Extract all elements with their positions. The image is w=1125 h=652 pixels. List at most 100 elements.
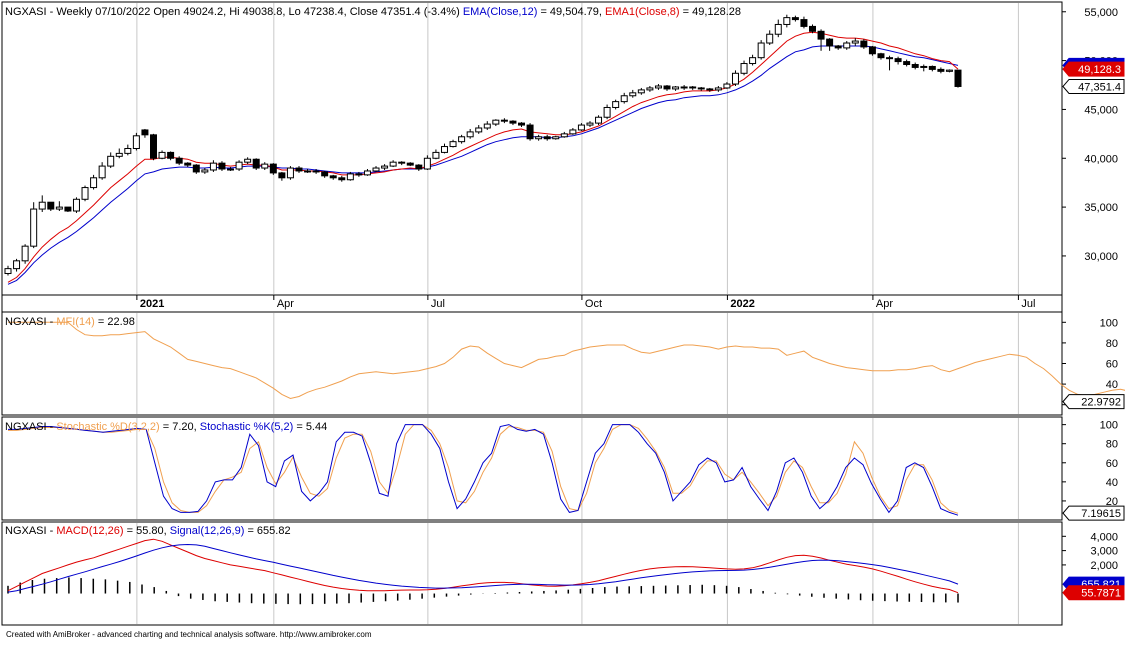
price-title-part-2: = 49,504.79, [537,6,605,18]
candle-98 [843,41,851,50]
candle-10 [90,174,98,190]
candle-58 [500,118,508,124]
candle-86 [740,60,748,76]
mfi-line [8,321,1125,400]
mfi-value-label-text-0: 22.9792 [1081,397,1121,409]
macd-y-tick-label-1: 3,000 [1090,546,1118,558]
ema8-line [7,31,959,283]
candle-12 [107,152,115,169]
candle-47 [406,162,414,167]
candle-78 [672,85,680,91]
candle-53 [458,134,466,144]
candle-111 [954,69,962,88]
candle-9 [81,185,89,202]
candle-28 [244,157,252,165]
candle-81 [697,86,705,91]
candle-60 [518,122,526,128]
candle-80 [689,85,697,90]
macd-value-label-text-1: 55.7871 [1081,588,1121,600]
mfi-title: NGXASI - MFI(14) = 22.98 [5,316,135,328]
candle-39 [338,175,346,182]
price-value-label-text-1: 49,128.3 [1078,64,1121,76]
candle-1 [13,258,21,272]
candle-79 [680,85,688,90]
candle-37 [321,170,329,178]
candle-38 [329,174,337,180]
candle-3 [30,202,38,249]
candle-87 [749,54,757,66]
candle-84 [723,82,731,89]
candle-69 [595,115,603,126]
candle-5 [47,201,55,212]
mfi-y-tick-label-2: 60 [1106,359,1118,371]
candle-8 [72,197,80,213]
price-title-part-0: NGXASI - Weekly 07/10/2022 Open 49024.2,… [5,6,463,18]
stoch-title-part-0: NGXASI - [5,421,56,433]
price-value-label-text-2: 47,351.4 [1078,81,1121,93]
macd-title-part-1: MACD(12,26) [56,525,123,537]
price-title-part-1: EMA(Close,12) [463,6,538,18]
price-y-tick-label-1: 35,000 [1084,202,1118,214]
mfi-title-part-1: MFI(14) [56,316,95,328]
candle-43 [372,166,380,172]
x-tick-label-2: Jul [431,298,445,310]
candle-70 [603,104,611,120]
stoch-value-label-text-0: 7.19615 [1081,508,1121,520]
candle-83 [714,85,722,92]
candle-101 [868,45,876,56]
price-y-tick-label-0: 30,000 [1084,251,1118,263]
candle-23 [201,168,209,174]
candle-65 [560,131,568,138]
macd-title-part-0: NGXASI - [5,525,56,537]
x-tick-label-4: 2022 [730,298,754,310]
candle-73 [629,89,637,98]
macd-title-part-4: = 655.82 [244,525,290,537]
candle-41 [355,171,363,177]
candle-76 [654,84,662,90]
candle-75 [646,85,654,92]
price-y-tick-label-2: 40,000 [1084,153,1118,165]
candle-14 [124,144,132,156]
mfi-title-part-2: = 22.98 [95,316,135,328]
x-tick-label-6: Jul [1021,298,1035,310]
candle-56 [483,121,491,130]
candle-0 [4,265,12,276]
x-tick-label-1: Apr [277,298,294,310]
macd-title: NGXASI - MACD(12,26) = 55.80, Signal(12,… [5,525,291,537]
price-title-part-3: EMA1(Close,8) [605,6,680,18]
candle-30 [261,162,269,170]
mfi-y-tick-label-1: 40 [1106,379,1118,391]
candle-108 [928,65,936,72]
macd-line [7,538,959,594]
signal-line [7,543,959,593]
candle-92 [791,15,799,22]
stoch-y-tick-label-1: 40 [1106,477,1118,489]
mfi-y-tick-label-4: 100 [1100,317,1118,329]
ema12-line [7,45,959,285]
candle-22 [192,164,200,174]
macd-y-tick-label-0: 2,000 [1090,560,1118,572]
candle-72 [620,92,628,104]
price-value-label-2: 47,351.4 [1062,78,1125,94]
macd-title-part-3: Signal(12,26,9) [170,525,245,537]
mfi-pane-frame [1,311,1063,416]
candle-59 [509,120,517,126]
candle-64 [552,135,560,140]
macd-title-part-2: = 55.80, [124,525,170,537]
candle-33 [286,166,294,180]
candle-103 [886,55,894,71]
candle-88 [757,40,765,60]
candle-15 [132,132,140,151]
candle-21 [184,162,192,168]
candle-25 [218,161,226,171]
stoch-k-line [8,424,959,516]
stoch-y-tick-label-3: 80 [1106,439,1118,451]
candle-13 [115,148,123,159]
stoch-d-line [8,424,959,514]
candle-46 [398,161,406,166]
candle-61 [526,123,534,141]
candle-96 [826,38,834,51]
candle-52 [449,139,457,148]
